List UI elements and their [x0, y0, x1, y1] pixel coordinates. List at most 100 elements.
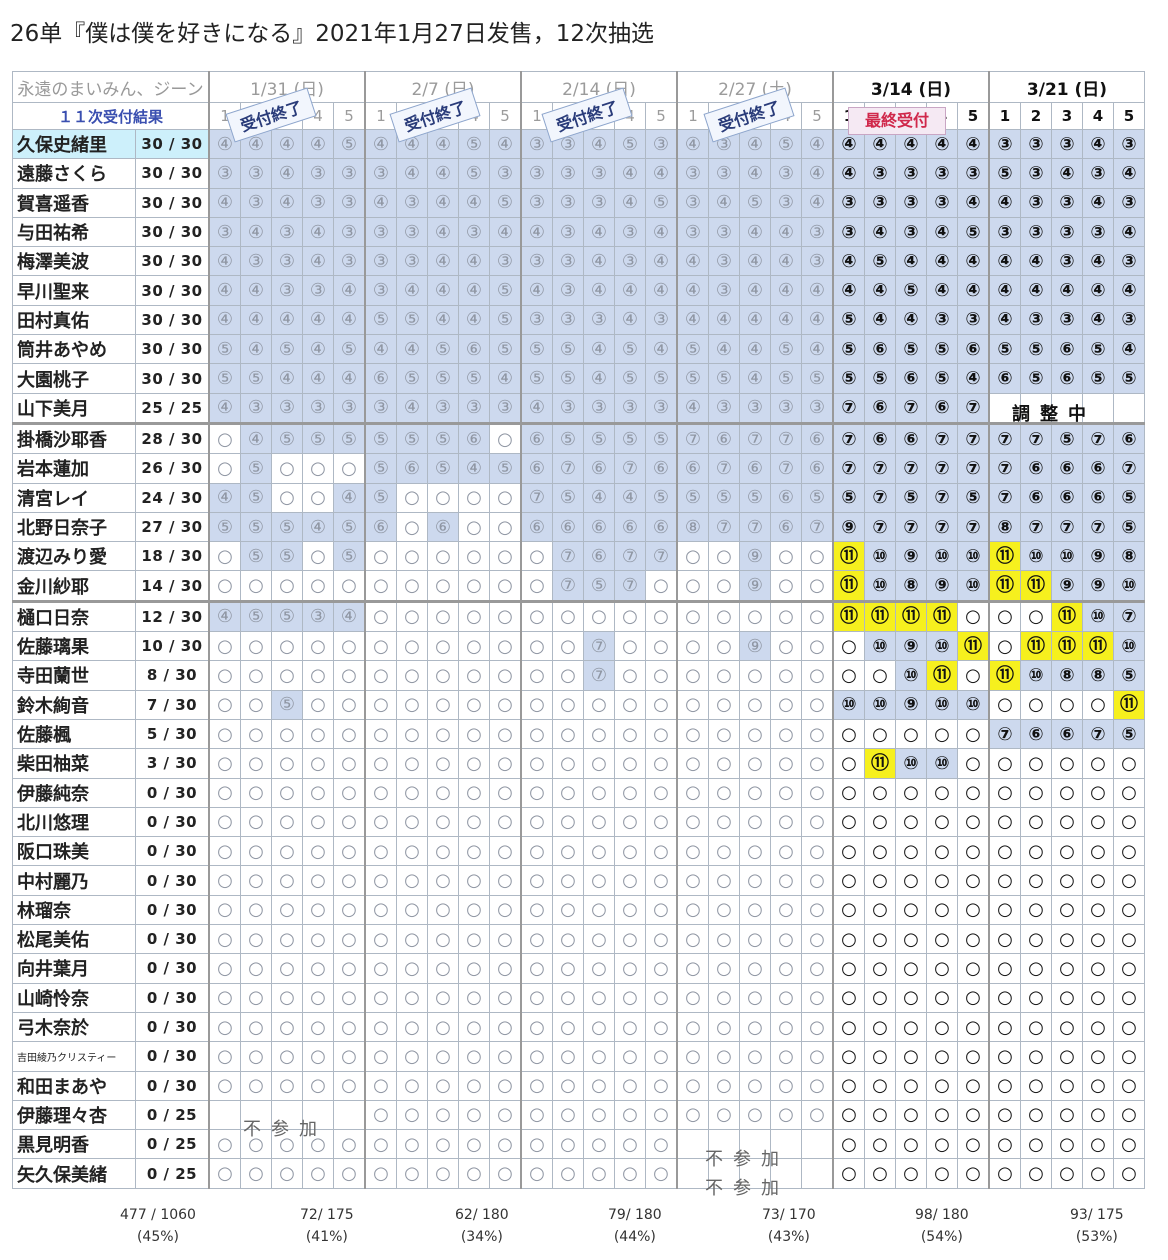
- round-mark: ○: [809, 752, 825, 774]
- lottery-cell: [676, 1158, 709, 1189]
- lottery-cell: ⑦: [926, 453, 958, 484]
- lottery-cell: ○: [645, 1070, 678, 1101]
- slot-number: 5: [645, 102, 678, 130]
- lottery-cell: ○: [895, 1129, 927, 1160]
- round-mark: ○: [809, 928, 825, 950]
- round-mark: ○: [653, 694, 669, 716]
- member-count: 30 / 30: [135, 363, 210, 394]
- lottery-cell: ⑤: [895, 482, 927, 513]
- lottery-cell: ④: [1113, 158, 1145, 189]
- round-mark: ⑥: [903, 368, 919, 390]
- round-mark: ③: [715, 397, 733, 419]
- round-mark: ③: [934, 309, 950, 331]
- lottery-cell: ⑩: [864, 689, 896, 720]
- round-mark: ○: [997, 606, 1013, 628]
- lottery-cell: ○: [364, 1099, 397, 1131]
- round-mark: ○: [1090, 1133, 1106, 1155]
- round-mark: ⑤: [1121, 368, 1137, 390]
- round-mark: ○: [497, 606, 513, 628]
- lottery-cell: ⑤: [645, 363, 678, 394]
- round-mark: ⑩: [841, 694, 857, 716]
- round-mark: ○: [279, 899, 295, 921]
- round-mark: ④: [684, 309, 702, 331]
- round-mark: ○: [591, 1016, 607, 1038]
- round-mark: ③: [777, 162, 795, 184]
- lottery-cell: ○: [676, 953, 709, 984]
- member-name: 和田まあや: [12, 1070, 136, 1101]
- lottery-cell: ⑨: [1051, 570, 1083, 602]
- total-item: 98/ 180 (54%): [915, 1204, 969, 1248]
- member-name: 佐藤璃果: [12, 631, 136, 662]
- round-mark: ○: [903, 1133, 919, 1155]
- round-mark: ○: [1028, 752, 1044, 774]
- lottery-cell: ○: [1082, 924, 1114, 955]
- round-mark: ⑤: [621, 368, 639, 390]
- round-mark: ⑪: [933, 606, 951, 628]
- lottery-cell: ⑤: [739, 187, 771, 218]
- round-mark: ③: [559, 280, 577, 302]
- round-mark: ○: [529, 840, 545, 862]
- round-mark: ⑦: [621, 545, 639, 567]
- round-mark: ○: [248, 1133, 264, 1155]
- member-name: 佐藤楓: [12, 718, 136, 750]
- lottery-cell: ⑦: [864, 453, 896, 484]
- lottery-cell: ④: [396, 334, 428, 365]
- lottery-cell: ○: [645, 953, 678, 984]
- round-mark: ○: [373, 1045, 389, 1067]
- lottery-cell: ○: [240, 718, 272, 750]
- lottery-cell: ③: [1113, 304, 1145, 336]
- member-row: 弓木奈於 0 / 30 ○ ○ ○ ○ ○ ○ ○ ○ ○ ○ ○ ○ ○ ○ ○ ○ ○ ○ ○ ○ ○ ○ ○ ○ ○ ○ ○ ○ ○ ○: [12, 1011, 1145, 1043]
- lottery-cell: ⑩: [895, 660, 927, 691]
- lottery-cell: ⑦: [957, 453, 990, 484]
- lottery-cell: ⑤: [333, 421, 366, 455]
- lottery-cell: ○: [645, 718, 678, 750]
- lottery-cell: ○: [1113, 1158, 1145, 1189]
- round-mark: ⑩: [934, 694, 950, 716]
- lottery-cell: ⑥: [801, 453, 834, 484]
- lottery-cell: ⑤: [552, 421, 584, 455]
- lottery-cell: ⑨: [1082, 570, 1114, 602]
- member-count: 18 / 30: [135, 541, 210, 572]
- round-mark: ⑤: [1121, 487, 1137, 509]
- lottery-cell: ○: [489, 1158, 522, 1189]
- lottery-cell: ○: [240, 953, 272, 984]
- lottery-cell: ③: [645, 304, 678, 336]
- lottery-cell: ○: [396, 1041, 428, 1072]
- lottery-cell: ○: [832, 894, 865, 926]
- lottery-cell: ③: [458, 216, 490, 248]
- lottery-cell: ○: [895, 982, 927, 1013]
- round-mark: ○: [809, 987, 825, 1009]
- round-mark: ○: [778, 1045, 794, 1067]
- round-mark: ○: [841, 723, 857, 745]
- round-mark: ④: [247, 309, 265, 331]
- round-mark: ○: [872, 1045, 888, 1067]
- round-mark: ○: [310, 457, 326, 479]
- lottery-cell: ○: [458, 806, 490, 838]
- member-row: 矢久保美緒 0 / 25 ○ ○ ○ ○ ○ ○ ○ ○ ○ ○ ○ ○ ○ ○ ○ ○ ○ ○ ○ ○ ○ ○ ○ ○ ○: [12, 1158, 1145, 1189]
- round-mark: ○: [1090, 840, 1106, 862]
- round-mark: ⑪: [964, 635, 982, 657]
- lottery-cell: ○: [614, 599, 646, 633]
- round-mark: ⑤: [621, 338, 639, 360]
- lottery-cell: ④: [302, 334, 334, 365]
- round-mark: ⑧: [684, 516, 702, 538]
- lottery-cell: ③: [240, 246, 272, 277]
- lottery-cell: ⑥: [1051, 453, 1083, 484]
- lottery-cell: ○: [552, 660, 584, 691]
- lottery-cell: ○: [988, 924, 1021, 955]
- lottery-cell: ○: [520, 599, 553, 633]
- lottery-cell: ○: [708, 1070, 740, 1101]
- lottery-cell: ○: [957, 894, 990, 926]
- round-mark: ④: [684, 133, 702, 155]
- round-mark: ○: [591, 606, 607, 628]
- lottery-cell: ⑤: [895, 275, 927, 306]
- lottery-cell: ○: [364, 660, 397, 691]
- round-mark: ○: [841, 1104, 857, 1126]
- lottery-cell: ○: [926, 865, 958, 896]
- member-count: 7 / 30: [135, 689, 210, 720]
- round-mark: ○: [1028, 782, 1044, 804]
- lottery-cell: ○: [396, 1129, 428, 1160]
- round-mark: ○: [466, 1075, 482, 1097]
- lottery-cell: ○: [271, 1070, 303, 1101]
- round-mark: ○: [435, 1075, 451, 1097]
